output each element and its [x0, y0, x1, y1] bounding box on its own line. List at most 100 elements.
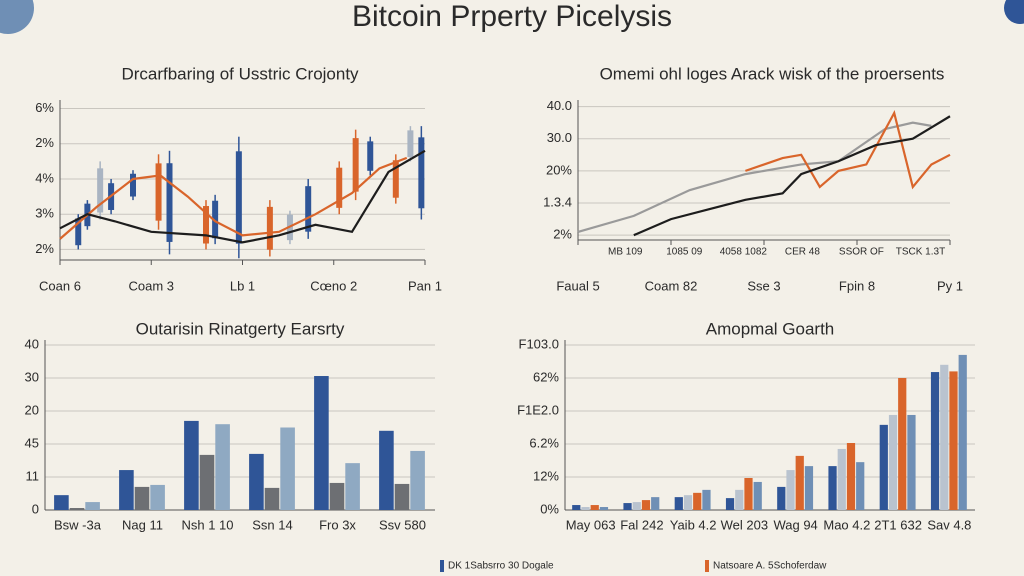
y-tick-label: 40 — [25, 336, 39, 351]
bar — [683, 495, 693, 510]
y-tick-label: 30.0 — [547, 130, 572, 145]
chart-title: Amopmal Goarth — [706, 319, 835, 338]
x-tick-label: Pan 1 — [408, 278, 442, 293]
bar — [119, 470, 134, 510]
x-tick-label: Coan 6 — [39, 278, 81, 293]
y-tick-label: 6% — [35, 100, 54, 115]
bar — [379, 430, 394, 510]
candle-body — [203, 206, 209, 244]
legend-swatch — [440, 560, 444, 572]
bar — [590, 505, 599, 510]
bar — [641, 500, 651, 510]
corner-decoration — [0, 0, 34, 34]
x-tick-label: Coam 82 — [645, 278, 698, 293]
bar — [264, 487, 280, 510]
bar — [725, 498, 735, 510]
y-tick-label: 4% — [35, 170, 54, 185]
candle-body — [97, 168, 104, 213]
chart-title: Omemi ohl loges Arack wisk of the proers… — [600, 64, 945, 83]
x-sublabel: SSOR OF — [839, 247, 884, 258]
bar — [249, 453, 264, 510]
y-tick-label: 6.2% — [529, 435, 559, 450]
y-tick-label: 11 — [26, 468, 40, 483]
bar — [329, 482, 345, 510]
bar — [879, 424, 888, 510]
candle-body — [418, 137, 425, 209]
x-tick-label: Faual 5 — [556, 278, 599, 293]
x-sublabel: 4058 1082 — [720, 247, 768, 258]
x-tick-label: Yaib 4.2 — [670, 517, 717, 532]
y-tick-label: 45 — [25, 435, 39, 450]
line-series — [59, 149, 426, 244]
page-title: Bitcoin Prperty Picelysis — [352, 0, 672, 33]
bar — [702, 489, 711, 510]
bar — [199, 454, 215, 510]
x-tick-label: Cœno 2 — [310, 278, 357, 293]
x-tick-label: Fro 3x — [319, 517, 356, 532]
line-series — [577, 121, 932, 234]
bar — [134, 486, 150, 510]
bar — [940, 364, 949, 510]
candle-body — [392, 160, 399, 198]
bar — [581, 507, 590, 510]
x-tick-label: Coam 3 — [128, 278, 174, 293]
y-tick-label: 3% — [35, 206, 54, 221]
y-tick-label: 62% — [533, 369, 559, 384]
bar — [314, 376, 329, 510]
x-tick-label: Nsh 1 10 — [181, 517, 233, 532]
x-tick-label: Nag 11 — [122, 517, 163, 532]
x-tick-label: Bsw -3a — [54, 517, 102, 532]
bar — [651, 497, 660, 510]
x-tick-label: Sav 4.8 — [927, 517, 971, 532]
y-tick-label: 1.3.4 — [543, 194, 572, 209]
candle-body — [235, 151, 242, 244]
legend-label: DK 1Sabsrro 30 Dogale — [448, 561, 554, 572]
bar — [69, 508, 85, 510]
x-tick-label: Ssv 580 — [379, 517, 426, 532]
bar — [828, 466, 837, 510]
bar — [184, 420, 199, 510]
bar — [345, 463, 360, 510]
bar — [54, 495, 69, 510]
x-sublabel: 1085 09 — [666, 247, 703, 258]
candle-body — [75, 218, 82, 246]
candle-body — [336, 167, 343, 208]
x-tick-label: May 063 — [566, 517, 616, 532]
y-tick-label: F103.0 — [519, 336, 559, 351]
bar — [930, 372, 940, 510]
candle-body — [305, 186, 312, 232]
x-tick-label: Lb 1 — [230, 278, 255, 293]
bar — [898, 378, 907, 510]
y-tick-label: 20% — [546, 162, 572, 177]
bar — [949, 371, 958, 510]
bar — [753, 481, 762, 510]
line-series — [633, 115, 951, 237]
y-tick-label: 12% — [533, 468, 559, 483]
bar — [150, 484, 165, 510]
bar — [394, 483, 410, 510]
x-tick-label: 2T1 632 — [874, 517, 922, 532]
y-tick-label: 0 — [32, 501, 39, 516]
x-tick-label: Mao 4.2 — [823, 517, 870, 532]
bar — [599, 507, 609, 510]
bar — [410, 450, 425, 510]
candle-body — [155, 163, 162, 221]
legend-swatch — [705, 560, 709, 572]
x-sublabel: MB 109 — [608, 247, 643, 258]
bar — [888, 414, 898, 510]
bar — [786, 470, 795, 510]
candle-body — [352, 138, 359, 192]
candle-body — [407, 130, 414, 158]
bar — [623, 503, 632, 510]
x-tick-label: Wel 203 — [721, 517, 768, 532]
line-series — [59, 156, 408, 240]
bar — [280, 427, 295, 510]
y-tick-label: 2% — [35, 135, 54, 150]
y-tick-label: 40.0 — [547, 98, 572, 113]
chart-title: Outarisin Rinatgerty Earsrty — [136, 319, 345, 338]
x-sublabel: CER 48 — [785, 247, 820, 258]
x-sublabel: TSCK 1.3T — [896, 247, 945, 258]
bar — [837, 448, 846, 510]
